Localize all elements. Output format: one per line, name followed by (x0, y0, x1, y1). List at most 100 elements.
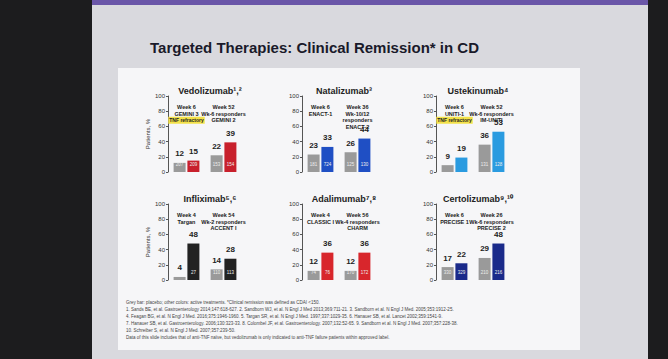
svg-text:20: 20 (426, 154, 433, 160)
svg-text:Natalizumab³: Natalizumab³ (316, 86, 372, 96)
svg-text:60: 60 (158, 231, 165, 237)
svg-text:CLASSIC I: CLASSIC I (307, 219, 335, 225)
svg-text:Wk-6 responders: Wk-6 responders (469, 219, 514, 225)
svg-text:130: 130 (361, 162, 369, 167)
svg-text:0: 0 (296, 169, 300, 175)
svg-text:60: 60 (426, 123, 433, 129)
svg-text:Targan: Targan (178, 219, 197, 225)
svg-text:10. Schreiber S, et al. N Engl: 10. Schreiber S, et al. N Engl J Med. 20… (126, 328, 235, 333)
svg-text:GEMINI 3: GEMINI 3 (174, 111, 198, 117)
svg-text:1. Sands BE, et al. Gastroente: 1. Sands BE, et al. Gastroenterology 201… (126, 307, 454, 312)
svg-text:33: 33 (323, 133, 332, 142)
svg-text:Patients, %: Patients, % (145, 226, 151, 257)
svg-text:Certolizumab⁹,¹⁰: Certolizumab⁹,¹⁰ (443, 194, 514, 204)
svg-text:40: 40 (292, 139, 299, 145)
svg-text:0: 0 (430, 169, 434, 175)
svg-text:125: 125 (347, 162, 355, 167)
svg-text:Week 6: Week 6 (311, 104, 330, 110)
svg-text:80: 80 (292, 108, 299, 114)
svg-text:48: 48 (494, 230, 503, 239)
svg-text:responders: responders (343, 117, 373, 123)
svg-text:Patients, %: Patients, % (145, 118, 151, 149)
svg-text:ACCENT I: ACCENT I (211, 225, 237, 231)
svg-text:Week 56: Week 56 (347, 212, 369, 218)
svg-text:0: 0 (162, 169, 166, 175)
svg-text:44: 44 (360, 125, 369, 134)
svg-text:20: 20 (158, 262, 165, 268)
svg-text:Wk-2 responders: Wk-2 responders (201, 219, 246, 225)
svg-text:60: 60 (292, 231, 299, 237)
svg-text:15: 15 (189, 147, 198, 156)
svg-text:22: 22 (212, 142, 221, 151)
svg-text:100: 100 (423, 201, 434, 207)
svg-text:Week 52: Week 52 (213, 104, 235, 110)
svg-text:CHARM: CHARM (347, 225, 368, 231)
svg-text:ENACT-1: ENACT-1 (309, 111, 333, 117)
svg-text:20: 20 (426, 262, 433, 268)
svg-text:100: 100 (155, 93, 166, 99)
svg-text:12: 12 (309, 257, 318, 266)
svg-text:Wk-6 responders: Wk-6 responders (201, 111, 246, 117)
svg-text:53: 53 (494, 118, 503, 127)
svg-text:113: 113 (227, 270, 235, 275)
svg-text:Week 4: Week 4 (177, 212, 197, 218)
svg-text:Targeted Therapies: Clinical R: Targeted Therapies: Clinical Remission* … (150, 39, 479, 56)
svg-text:4. Feagan BG, et al. N Engl J: 4. Feagan BG, et al. N Engl J Med. 2016;… (126, 314, 442, 319)
svg-text:Vedolizumab¹,²: Vedolizumab¹,² (178, 86, 242, 96)
svg-text:153: 153 (213, 162, 221, 167)
svg-text:60: 60 (426, 231, 433, 237)
svg-text:100: 100 (289, 93, 300, 99)
svg-text:724: 724 (324, 162, 332, 167)
svg-text:17: 17 (443, 254, 452, 263)
svg-text:23: 23 (309, 141, 318, 150)
svg-text:Wk-4 responders: Wk-4 responders (335, 219, 380, 225)
svg-text:Infliximab⁵,⁶: Infliximab⁵,⁶ (184, 194, 237, 204)
svg-text:40: 40 (426, 139, 433, 145)
svg-text:Grey bar: placebo; other color: Grey bar: placebo; other colors: active … (126, 300, 320, 305)
svg-text:329: 329 (458, 270, 466, 275)
svg-text:216: 216 (495, 270, 503, 275)
svg-text:131: 131 (481, 162, 489, 167)
svg-text:172: 172 (361, 270, 369, 275)
svg-text:Week 6: Week 6 (445, 104, 464, 110)
svg-text:Week 52: Week 52 (481, 104, 503, 110)
svg-text:154: 154 (227, 162, 235, 167)
svg-text:80: 80 (158, 108, 165, 114)
svg-text:9: 9 (445, 152, 450, 161)
svg-text:27: 27 (191, 270, 197, 275)
svg-text:39: 39 (226, 129, 235, 138)
svg-text:14: 14 (212, 256, 221, 265)
svg-text:48: 48 (189, 230, 198, 239)
svg-text:7. Hanauer SB, et al. Gastroen: 7. Hanauer SB, et al. Gastroenterology. … (126, 321, 458, 326)
svg-text:12: 12 (175, 149, 184, 158)
svg-text:12: 12 (346, 257, 355, 266)
svg-text:36: 36 (323, 239, 332, 248)
svg-text:209: 209 (190, 162, 198, 167)
svg-text:330: 330 (444, 270, 452, 275)
svg-text:Week 36: Week 36 (347, 104, 369, 110)
svg-text:Week 26: Week 26 (481, 212, 503, 218)
svg-text:TNF refractory: TNF refractory (437, 117, 472, 123)
svg-text:36: 36 (360, 239, 369, 248)
svg-text:40: 40 (292, 247, 299, 253)
svg-text:22: 22 (457, 250, 466, 259)
svg-text:181: 181 (310, 162, 318, 167)
svg-text:80: 80 (158, 216, 165, 222)
svg-text:128: 128 (495, 162, 503, 167)
svg-text:20: 20 (292, 154, 299, 160)
svg-text:0: 0 (162, 277, 166, 283)
svg-text:0: 0 (296, 277, 300, 283)
svg-text:4: 4 (177, 263, 182, 272)
svg-text:207: 207 (176, 162, 184, 167)
svg-text:Wk-6 responders: Wk-6 responders (469, 111, 514, 117)
svg-text:Data of this slide includes th: Data of this slide includes that of anti… (126, 335, 389, 340)
svg-text:28: 28 (226, 245, 235, 254)
svg-text:110: 110 (213, 270, 221, 275)
svg-text:29: 29 (480, 244, 489, 253)
svg-text:Ustekinumab⁴: Ustekinumab⁴ (448, 86, 509, 96)
svg-text:Week 6: Week 6 (445, 212, 464, 218)
svg-text:TNF refractory: TNF refractory (169, 117, 204, 123)
svg-text:100: 100 (155, 201, 166, 207)
svg-text:GEMINI 2: GEMINI 2 (211, 117, 235, 123)
svg-text:26: 26 (346, 139, 355, 148)
